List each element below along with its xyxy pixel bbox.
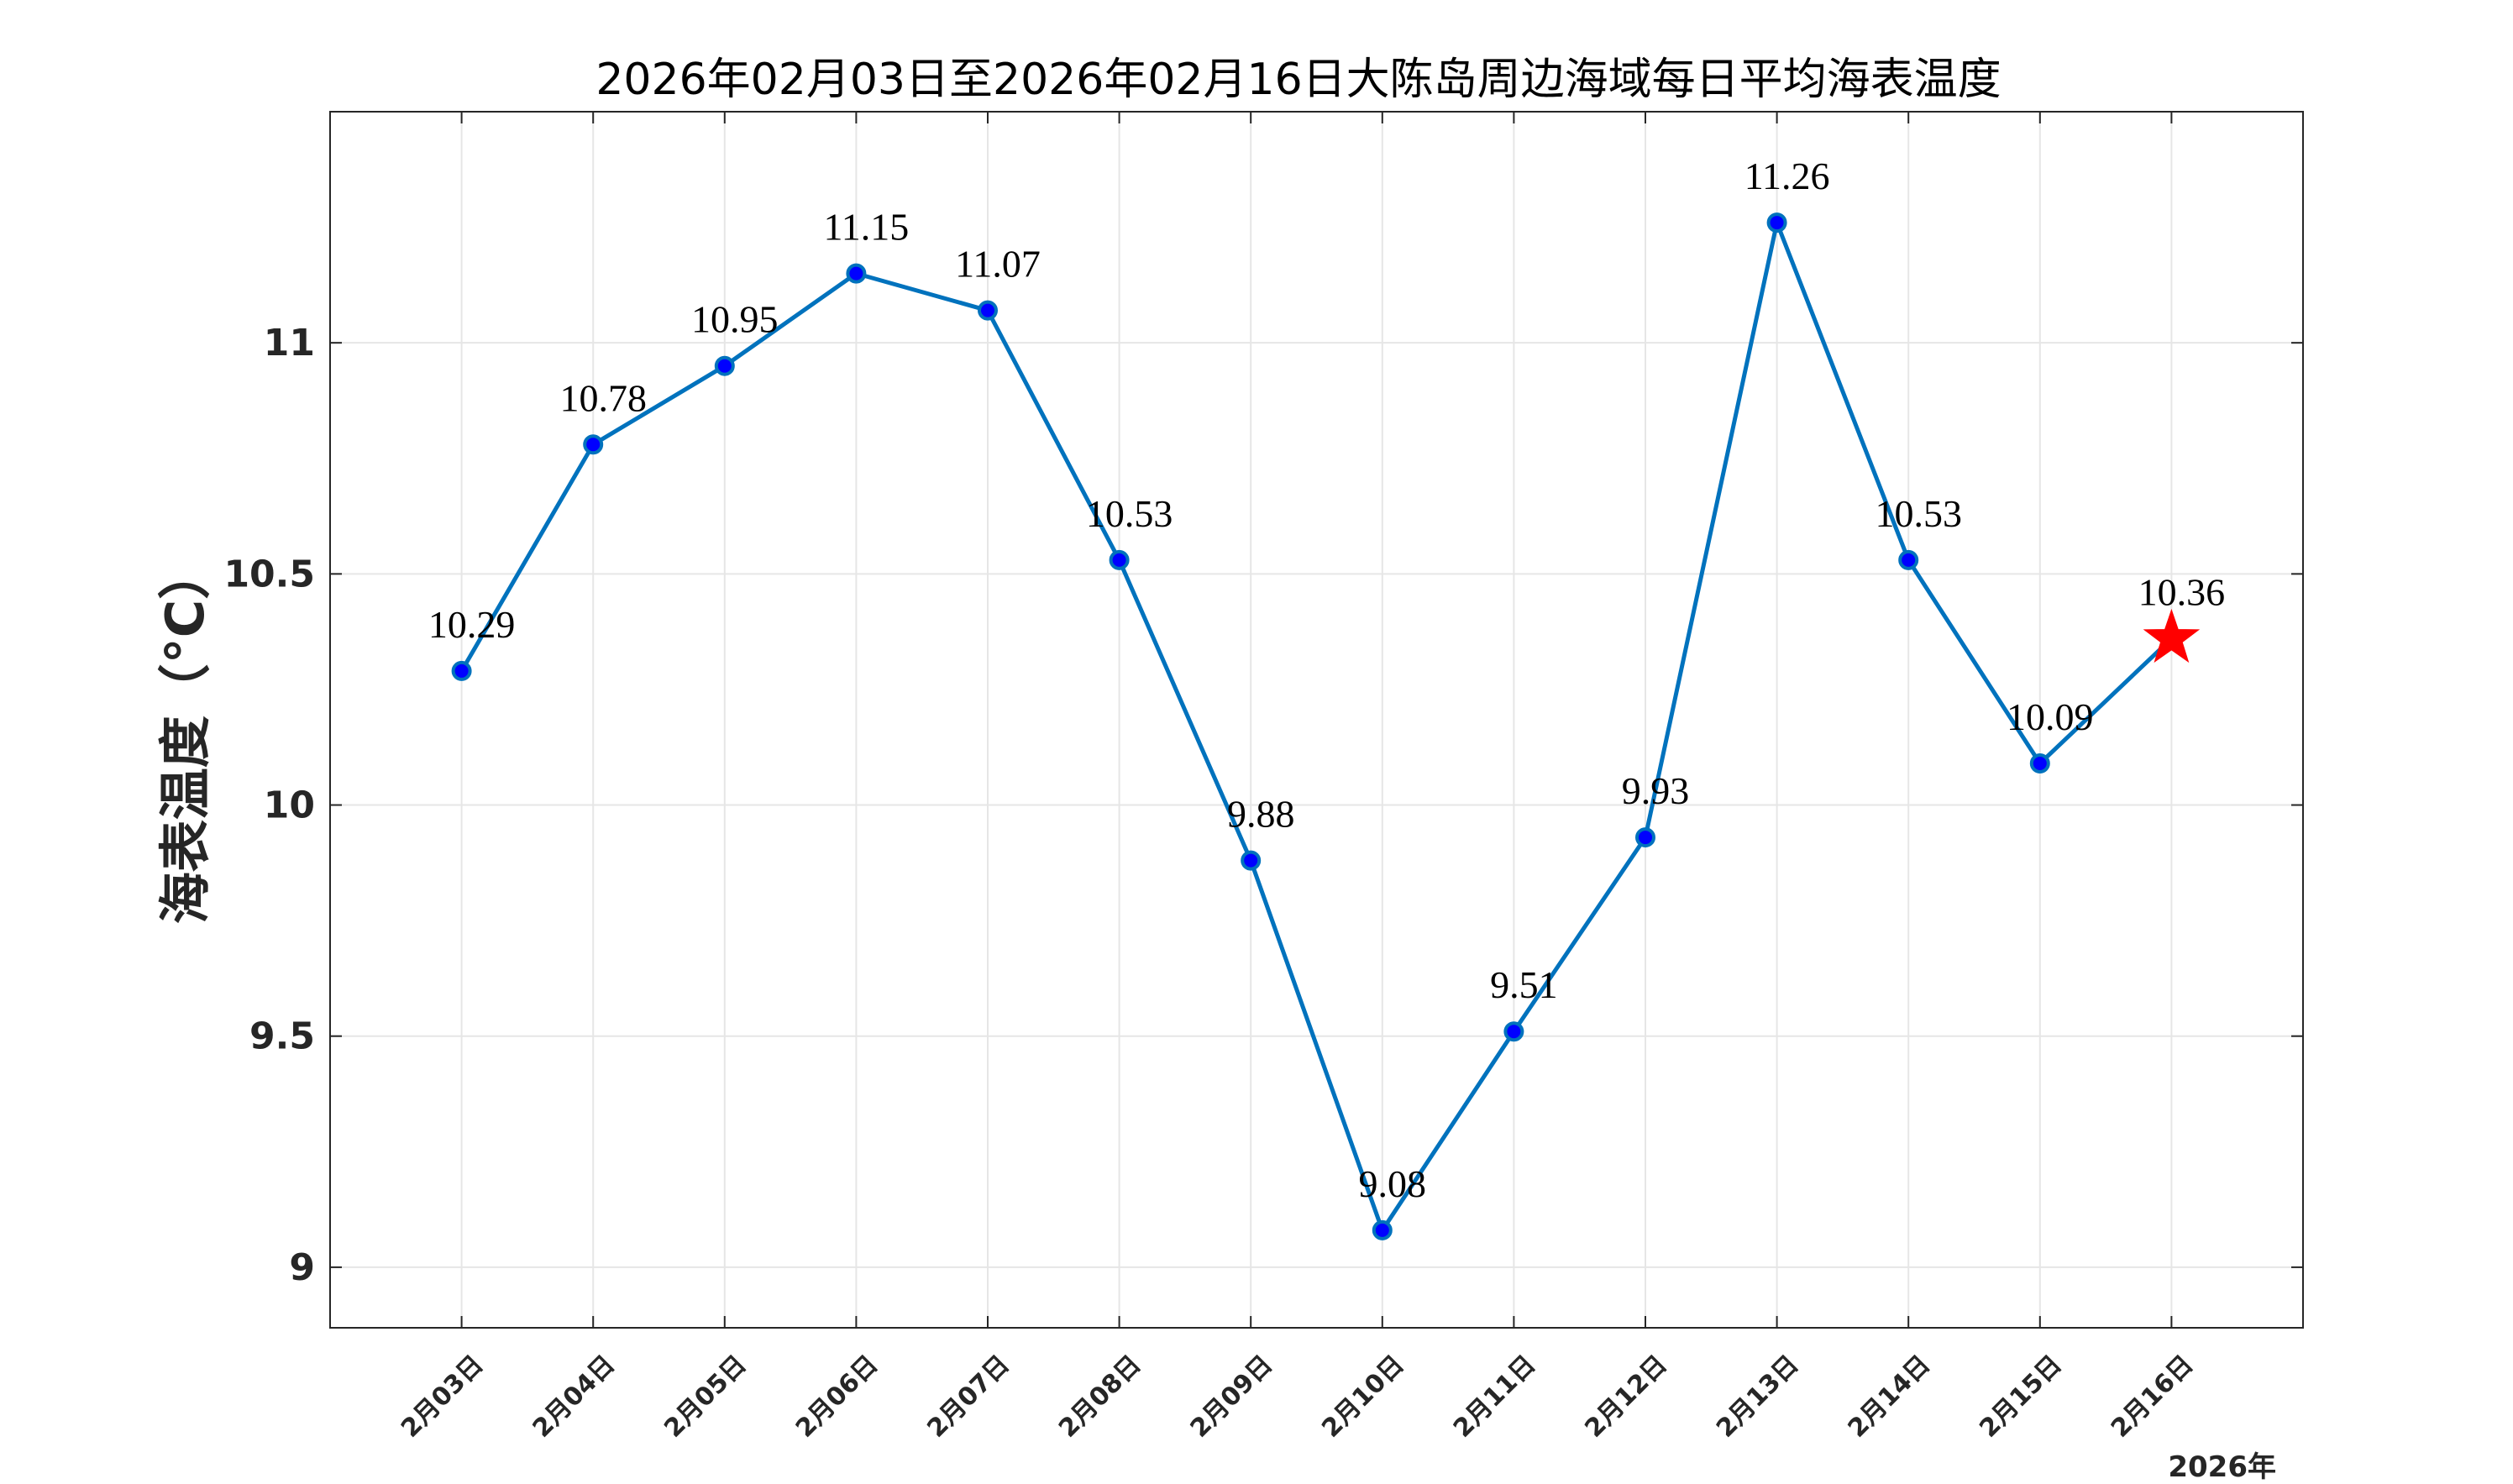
data-point xyxy=(2029,753,2050,774)
data-label: 9.88 xyxy=(1227,793,1295,836)
series-line xyxy=(459,220,2174,1233)
data-point xyxy=(1503,1021,1524,1042)
plot-area-frame xyxy=(329,111,2304,1329)
y-tick-label: 11 xyxy=(264,322,315,364)
data-label: 10.53 xyxy=(1875,492,1962,535)
data-label: 10.78 xyxy=(559,376,647,419)
data-label: 10.29 xyxy=(428,603,516,646)
data-point xyxy=(1241,850,1262,871)
data-point xyxy=(978,300,998,321)
data-label: 9.51 xyxy=(1490,963,1558,1006)
data-label: 10.95 xyxy=(691,298,779,341)
data-label: 10.09 xyxy=(2007,695,2094,738)
data-point xyxy=(714,355,735,376)
data-point xyxy=(1898,549,1919,570)
data-label: 9.08 xyxy=(1359,1162,1427,1205)
highlight-star-marker xyxy=(2143,608,2201,663)
data-point xyxy=(1766,212,1787,233)
y-tick-label: 10.5 xyxy=(223,553,315,595)
data-labels: 10.29 10.78 10.95 11.15 11.07 10.53 9.88 9.08 9.… xyxy=(428,155,2225,1205)
series-layer xyxy=(451,212,2201,1240)
data-label: 11.26 xyxy=(1744,155,1830,197)
y-axis-label: 海表温度（°C） xyxy=(155,548,216,925)
data-label: 10.53 xyxy=(1086,492,1173,535)
data-label: 10.36 xyxy=(2138,570,2226,613)
chart-title: 2026年02月03日至2026年02月16日大陈岛周边海域每日平均海表温度 xyxy=(595,55,2001,105)
y-tick-label: 9 xyxy=(289,1246,315,1289)
data-point xyxy=(846,263,867,284)
data-label: 11.15 xyxy=(824,206,910,249)
data-point xyxy=(451,660,472,681)
y-tick-label: 10 xyxy=(264,784,315,827)
data-point xyxy=(1372,1219,1393,1240)
y-tick-label: 9.5 xyxy=(249,1015,315,1058)
data-point xyxy=(1109,549,1130,570)
data-point xyxy=(583,434,604,455)
x-axis-year-label: 2026年 xyxy=(2168,1450,2276,1484)
data-label: 11.07 xyxy=(955,243,1041,286)
data-label: 9.93 xyxy=(1622,769,1690,812)
data-point xyxy=(1635,827,1655,848)
grid xyxy=(330,112,2303,1328)
